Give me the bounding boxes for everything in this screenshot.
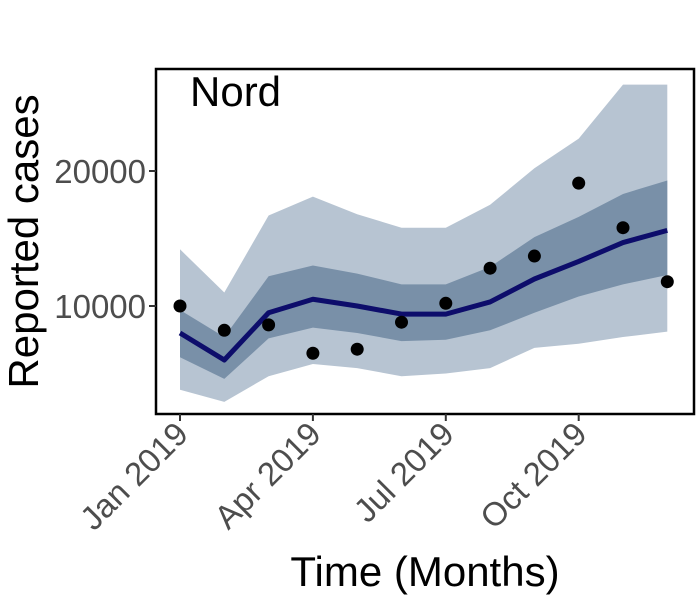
data-point	[217, 323, 231, 337]
data-point	[395, 315, 408, 329]
series-lines	[178, 227, 668, 363]
data-point	[439, 296, 453, 310]
data-point	[306, 346, 320, 360]
x-tick-label: Oct 2019	[473, 415, 594, 536]
data-point	[262, 318, 276, 332]
data-point	[572, 176, 586, 190]
data-point	[660, 275, 674, 289]
data-point	[483, 261, 497, 275]
observed-points	[173, 176, 674, 360]
x-tick-label: Jan 2019	[73, 415, 195, 537]
band-2	[180, 180, 668, 379]
y-tick-label: 20000	[54, 153, 146, 190]
x-tick-label: Apr 2019	[207, 415, 328, 536]
y-axis: 10000 20000	[54, 153, 156, 325]
x-axis: Jan 2019 Apr 2019 Jul 2019 Oct 2019	[73, 414, 594, 537]
data-point	[527, 249, 541, 263]
panel-label: Nord	[190, 68, 281, 115]
data-point	[616, 221, 630, 235]
uncertainty-bands	[180, 84, 668, 402]
y-tick-label: 10000	[54, 288, 146, 325]
median-line	[178, 227, 668, 363]
data-point	[173, 299, 187, 313]
data-point	[350, 342, 364, 356]
plot-panel-border	[154, 67, 696, 416]
y-axis-title: Reported cases	[0, 94, 47, 388]
x-axis-title: Time (Months)	[290, 548, 559, 595]
x-tick-label: Jul 2019	[346, 415, 460, 529]
